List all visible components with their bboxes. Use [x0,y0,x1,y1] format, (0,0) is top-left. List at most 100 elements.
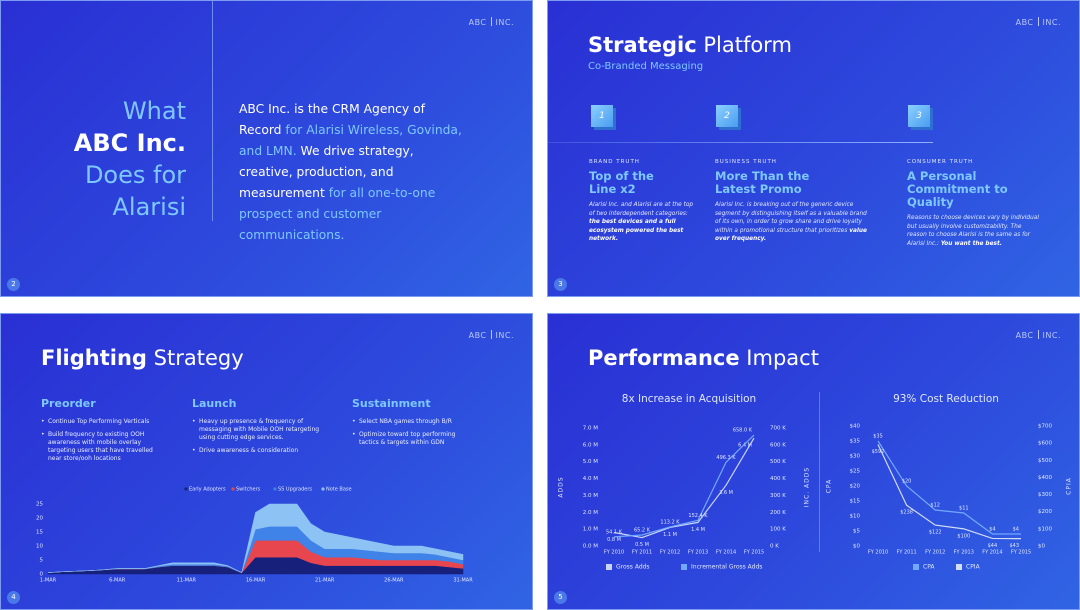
x-tick-label: 21-MAR [315,578,335,584]
legend-swatch [273,487,277,491]
number-cube: 1 [591,105,613,127]
line-chart: 93% Cost Reduction $0 $5 $10 $15 $20 $25 $30 $35… [826,393,1073,571]
column-label: CONSUMER TRUTH [907,159,974,165]
y-tick-label: 5.0 M [583,459,598,465]
data-label: 0.5 M [635,542,649,548]
bullets: Select NBA games through B/R Optimize tow… [352,418,467,447]
title-bold: Flighting [41,346,147,370]
column: BUSINESS TRUTH More Than the Latest Prom… [715,159,873,244]
title-bold: Performance [588,346,740,370]
body-text: ABC Inc. is the CRM Agency of Record [239,102,425,137]
slide: ABC INC. Performance Impact 8x Increase i… [547,313,1080,610]
heading-line: Does for [84,161,186,189]
data-label: $592 [872,449,885,455]
legend-label: Switchers [236,487,261,493]
legend-swatch [681,564,687,570]
y2-axis-label: INC. ADDS [804,467,811,507]
x-tick-label: FY 2014 [716,550,736,556]
y2-tick-label: $400 [1038,475,1052,481]
x-tick-label: FY 2013 [954,550,974,556]
divider-line [819,392,820,552]
data-label: $4 [989,527,995,533]
legend-label: Note Base [326,487,352,493]
body-text: Reasons to choose devices vary by indivi… [907,215,1039,247]
heading-line: What [122,97,186,125]
y-tick-label: $25 [850,469,861,475]
y2-tick-label: 100 K [770,527,786,533]
x-tick-label: 16-MAR [246,578,266,584]
title-text: Platform [703,33,792,57]
x-tick-label: FY 2010 [604,550,624,556]
legend-label: Incremental Gross Adds [691,564,762,571]
bullet: Continue Top Performing Verticals [41,418,161,426]
x-tick-label: FY 2011 [632,550,652,556]
column-body: Alarisi Inc. is breaking out of the gene… [715,201,873,244]
column-heading: Launch [192,397,237,410]
legend-swatch [956,564,962,570]
area-chart: 0 5 10 15 20 25 1-MAR 6-MAR 11-MAR 16-MAR 21-MAR 26… [36,487,473,584]
bullet: Drive awareness & consideration [192,447,332,455]
data-label: $122 [929,530,942,536]
legend-swatch [321,487,325,491]
bullet: Build frequency to existing OOH awarenes… [41,431,161,463]
y-tick-label: 20 [36,516,43,522]
column-heading: More Than the Latest Promo [715,169,810,196]
logo: ABC INC. [469,330,514,340]
number-cube: 3 [908,105,930,127]
data-label: 658.0 K [733,428,753,434]
y-tick-label: $40 [850,424,861,430]
y2-tick-label: 400 K [770,476,786,482]
data-label: 6.4 M [738,443,752,449]
legend-swatch [231,487,235,491]
y2-tick-label: $100 [1038,526,1052,532]
body-text: for Alarisi Wireless, Govinda, and LMN. [239,123,462,158]
logo-text: ABC [1015,18,1034,27]
legend-label: CPA [923,564,935,571]
body-text: for all one-to-one prospect and customer… [239,186,436,242]
x-tick-label: 26-MAR [384,578,404,584]
y-tick-label: 7.0 M [583,426,598,432]
legend-swatch [184,487,188,491]
data-label: 1.1 M [663,532,677,538]
y-tick-label: $10 [850,514,861,520]
logo-text: ABC [1015,331,1034,340]
legend-label: Early Adopters [189,487,226,493]
data-label: 0.8 M [607,537,621,543]
page-number: 4 [7,591,20,604]
x-tick-label: 6-MAR [109,578,126,584]
body-text: Alarisi Inc. is breaking out of the gene… [715,202,867,234]
y-tick-label: 1.0 M [583,527,598,533]
logo-text: INC. [495,18,514,27]
logo: ABC INC. [1016,330,1061,340]
column: Preorder Continue Top Performing Vertica… [41,397,161,468]
y-tick-label: $0 [853,544,860,550]
legend-label: SS Upgraders [278,487,312,493]
line-series [877,440,1021,535]
page-number: 2 [7,278,20,291]
data-label: $11 [959,506,969,512]
y2-axis-label: CPIA [1066,477,1073,495]
x-tick-label: FY 2010 [868,550,888,556]
title: Performance Impact [588,346,819,370]
x-tick-label: FY 2015 [1011,550,1031,556]
body: ABC Inc. is the CRM Agency of Record for… [239,99,471,246]
y-tick-label: 10 [36,544,43,550]
column: Sustainment Select NBA games through B/R… [352,397,467,452]
title-text: Impact [746,346,819,370]
x-tick-label: FY 2013 [688,550,708,556]
y-tick-label: $15 [850,499,861,505]
legend-swatch [606,564,612,570]
column-heading: A Personal Commitment to Quality [907,169,1008,209]
y2-tick-label: 600 K [770,442,786,448]
data-label: 496.3 K [716,455,736,461]
data-label: $20 [902,479,912,485]
logo-text: ABC [468,331,487,340]
number-cube: 2 [716,105,738,127]
data-label: 1.4 M [691,527,705,533]
y-tick-label: 0 [40,572,44,578]
x-tick-label: FY 2012 [660,550,680,556]
column-label: BUSINESS TRUTH [715,159,777,165]
column-body: Alarisi Inc. and Alarisi are at the top … [589,201,695,244]
page-number: 3 [554,278,567,291]
